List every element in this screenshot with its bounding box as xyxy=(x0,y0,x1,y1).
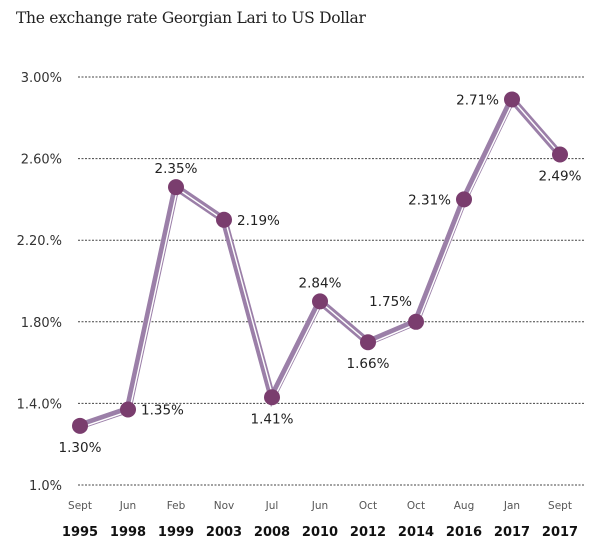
data-point xyxy=(168,179,184,196)
x-tick-year: 2010 xyxy=(302,525,338,540)
data-point xyxy=(264,389,280,406)
x-tick-year: 2016 xyxy=(446,525,482,540)
y-tick-label: 1.4.0% xyxy=(17,397,62,412)
x-tick-year: 1995 xyxy=(62,525,98,540)
data-label: 1.30% xyxy=(59,440,102,456)
data-label: 2.35% xyxy=(155,161,198,177)
series-line-outer xyxy=(78,93,563,430)
data-label: 2.49% xyxy=(539,169,582,185)
data-point xyxy=(552,146,568,163)
data-point xyxy=(72,417,88,434)
x-tick-year: 2017 xyxy=(542,525,578,540)
data-point xyxy=(408,313,424,330)
y-tick-label: 1.80% xyxy=(21,316,62,331)
data-label: 2.31% xyxy=(408,192,451,208)
y-tick-label: 2.20.% xyxy=(17,234,62,249)
data-point xyxy=(216,211,232,228)
x-tick-year: 2012 xyxy=(350,525,386,540)
y-axis-ticks: 3.00% 2.60% 2.20.% 1.80% 1.4.0% 1.0% xyxy=(17,71,62,494)
data-point xyxy=(312,293,328,310)
data-label: 1.66% xyxy=(347,356,390,372)
y-tick-label: 3.00% xyxy=(21,71,62,86)
x-tick-month: Aug xyxy=(454,500,475,512)
data-point xyxy=(456,191,472,208)
x-tick-month: Sept xyxy=(548,500,572,512)
x-tick-year: 1999 xyxy=(158,525,194,540)
x-tick-month: Sept xyxy=(68,500,92,512)
x-tick-year: 2014 xyxy=(398,525,434,540)
data-point xyxy=(504,91,520,108)
x-tick-year: 1998 xyxy=(110,525,146,540)
data-point xyxy=(120,401,136,418)
x-tick-month: Jul xyxy=(265,500,279,512)
data-label: 2.19% xyxy=(237,213,280,229)
x-tick-month: Jan xyxy=(503,500,520,512)
x-tick-month: Nov xyxy=(214,500,235,512)
series-line xyxy=(78,93,563,430)
x-tick-year: 2008 xyxy=(254,525,290,540)
data-labels: 1.30% 1.35% 2.35% 2.19% 1.41% 2.84% 1.66% 1.75%… xyxy=(59,92,582,455)
data-label: 1.41% xyxy=(251,411,294,427)
y-tick-label: 2.60% xyxy=(21,153,62,168)
x-tick-month: Oct xyxy=(407,500,425,512)
chart-title: The exchange rate Georgian Lari to US Do… xyxy=(16,9,366,27)
x-tick-month: Oct xyxy=(359,500,377,512)
data-label: 1.35% xyxy=(141,403,184,419)
data-label: 2.84% xyxy=(299,275,342,291)
x-tick-year: 2017 xyxy=(494,525,530,540)
data-label: 1.75% xyxy=(369,294,412,310)
y-tick-label: 1.0% xyxy=(29,479,62,494)
x-tick-month: Jun xyxy=(311,500,328,512)
x-tick-month: Jun xyxy=(119,500,136,512)
x-axis-ticks: Sept 1995 Jun 1998 Feb 1999 Nov 2003 Jul 2008 Jun 2… xyxy=(62,500,578,540)
x-tick-year: 2003 xyxy=(206,525,242,540)
series-line-inner xyxy=(81,99,563,428)
data-label: 2.71% xyxy=(456,92,499,108)
x-tick-month: Feb xyxy=(167,500,186,512)
series-points xyxy=(72,91,568,434)
data-point xyxy=(360,334,376,351)
gridlines xyxy=(78,76,584,486)
